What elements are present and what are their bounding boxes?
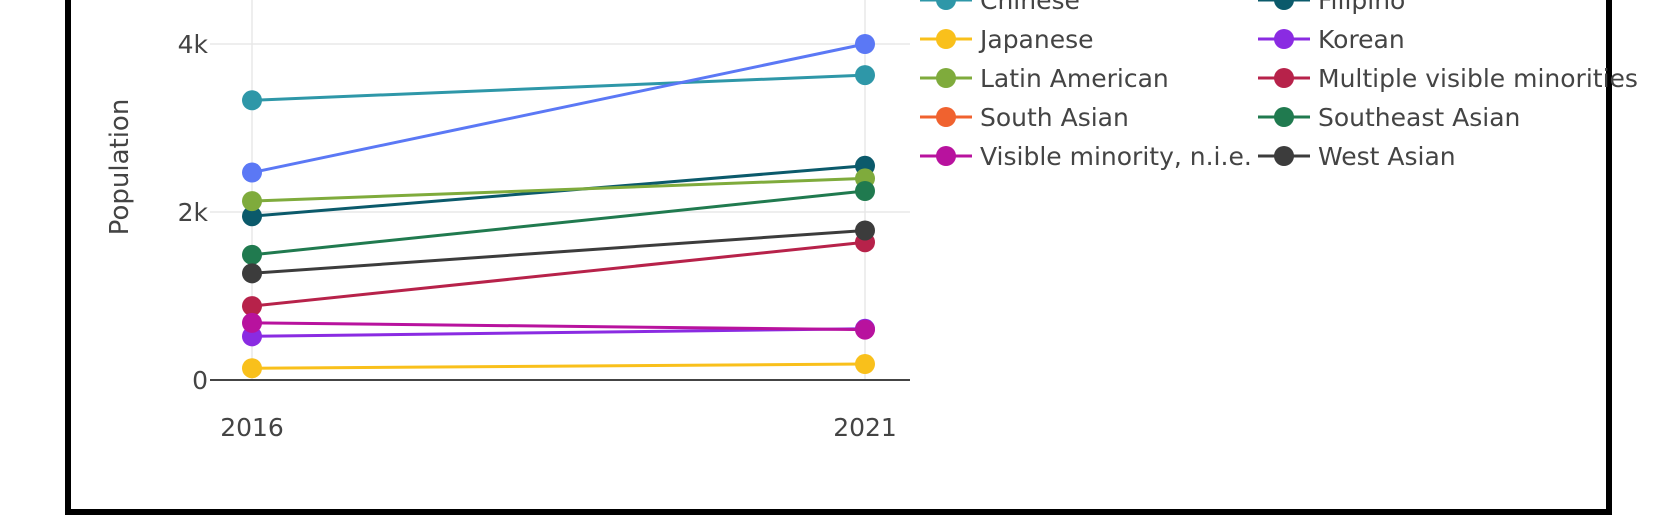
legend-label: Chinese bbox=[980, 0, 1080, 15]
data-point[interactable] bbox=[242, 296, 262, 317]
data-point[interactable] bbox=[242, 263, 262, 284]
legend-marker bbox=[936, 107, 956, 127]
data-point[interactable] bbox=[855, 220, 875, 241]
legend-marker bbox=[1274, 107, 1294, 127]
y-axis-label: Population bbox=[105, 99, 135, 236]
legend-item[interactable]: Japanese bbox=[920, 25, 1094, 54]
y-tick-label: 2k bbox=[178, 198, 209, 227]
legend-marker bbox=[1274, 146, 1294, 166]
series-line bbox=[251, 240, 866, 308]
series-line bbox=[251, 176, 866, 203]
legend-marker bbox=[1274, 29, 1294, 49]
legend-label: Southeast Asian bbox=[1318, 103, 1520, 132]
series-line bbox=[251, 321, 866, 332]
legend-marker bbox=[936, 29, 956, 49]
legend-item[interactable]: Visible minority, n.i.e. bbox=[920, 142, 1252, 171]
data-point[interactable] bbox=[242, 244, 262, 265]
legend-item[interactable]: West Asian bbox=[1258, 142, 1456, 171]
data-point[interactable] bbox=[855, 319, 875, 340]
data-point[interactable] bbox=[242, 90, 262, 111]
data-point[interactable] bbox=[855, 354, 875, 375]
legend-label: Korean bbox=[1318, 25, 1405, 54]
legend-label: Filipino bbox=[1318, 0, 1405, 15]
x-tick-label: 2016 bbox=[220, 413, 284, 442]
series-line bbox=[251, 73, 866, 102]
legend-item[interactable]: South Asian bbox=[920, 103, 1129, 132]
legend-label: West Asian bbox=[1318, 142, 1456, 171]
series-line bbox=[251, 327, 866, 338]
data-point[interactable] bbox=[242, 312, 262, 333]
data-point[interactable] bbox=[855, 181, 875, 201]
legend-label: South Asian bbox=[980, 103, 1129, 132]
y-tick-label: 0 bbox=[192, 366, 208, 395]
legend[interactable]: Chinese Filipino Japanese Korean Latin Ameri… bbox=[920, 0, 1638, 171]
x-tick-label: 2021 bbox=[833, 413, 897, 442]
legend-item[interactable]: Korean bbox=[1258, 25, 1405, 54]
data-point[interactable] bbox=[242, 206, 262, 227]
frame-left-border bbox=[0, 0, 68, 515]
legend-item[interactable]: Multiple visible minorities bbox=[1258, 64, 1638, 93]
data-point[interactable] bbox=[242, 162, 262, 183]
y-tick-labels: 02k4k6k8k bbox=[178, 30, 209, 395]
legend-item[interactable]: Southeast Asian bbox=[1258, 103, 1520, 132]
data-point[interactable] bbox=[855, 34, 875, 54]
legend-label: Visible minority, n.i.e. bbox=[980, 142, 1252, 171]
series-line bbox=[251, 42, 866, 174]
legend-marker bbox=[936, 0, 956, 10]
legend-marker bbox=[1274, 0, 1294, 10]
legend-marker bbox=[936, 146, 956, 166]
legend-marker bbox=[936, 68, 956, 88]
legend-label: Latin American bbox=[980, 64, 1169, 93]
legend-label: Multiple visible minorities bbox=[1318, 64, 1638, 93]
y-tick-label: 4k bbox=[178, 30, 209, 59]
series-group bbox=[242, 34, 875, 379]
legend-marker bbox=[1274, 68, 1294, 88]
legend-item[interactable]: Chinese bbox=[920, 0, 1080, 15]
data-point[interactable] bbox=[242, 358, 262, 379]
series-line bbox=[251, 189, 866, 257]
legend-item[interactable]: Latin American bbox=[920, 64, 1169, 93]
data-point[interactable] bbox=[855, 65, 875, 86]
x-tick-labels: 2016 2021 bbox=[220, 413, 897, 442]
legend-label: Japanese bbox=[978, 25, 1094, 54]
series-line bbox=[251, 362, 866, 370]
series-line bbox=[251, 228, 866, 275]
data-point[interactable] bbox=[242, 191, 262, 212]
legend-item[interactable]: Filipino bbox=[1258, 0, 1405, 15]
